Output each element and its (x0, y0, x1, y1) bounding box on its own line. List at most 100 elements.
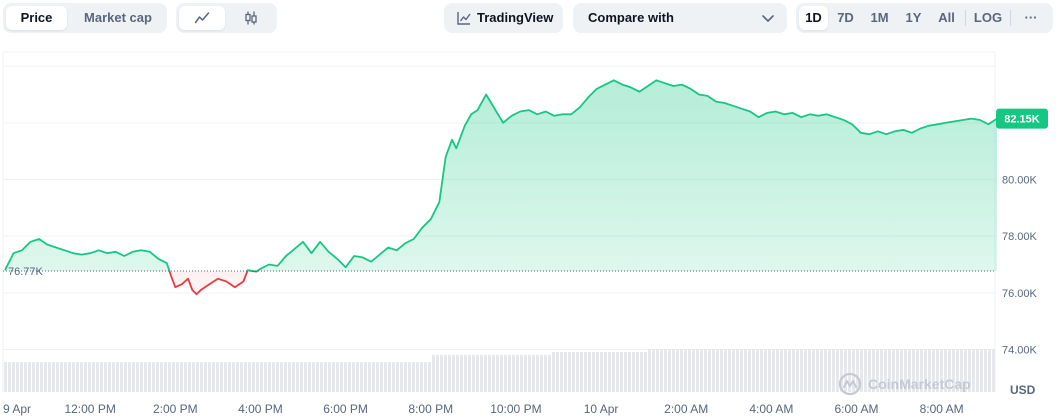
volume-bar (764, 349, 767, 392)
volume-bar (472, 355, 475, 392)
volume-bar (580, 352, 583, 392)
volume-bar (276, 362, 279, 392)
volume-bar (828, 349, 831, 392)
y-tick-label: 78.00K (1002, 231, 1038, 243)
volume-bar (696, 349, 699, 392)
range-1y[interactable]: 1Y (905, 10, 922, 25)
volume-bar (520, 355, 523, 392)
volume-bar (380, 362, 383, 392)
tab-market-cap[interactable]: Market cap (84, 10, 152, 25)
volume-bar (668, 349, 671, 392)
compare-with-dropdown[interactable]: Compare with (573, 3, 787, 33)
volume-bar (336, 362, 339, 392)
range-all[interactable]: All (938, 10, 955, 25)
price-chart-area: 76.77K 74.00K 76.00K 78.00K 80.00K USD 9 Apr… (0, 40, 1056, 417)
volume-bar (832, 349, 835, 392)
volume-bar (296, 362, 299, 392)
volume-bar (452, 355, 455, 392)
volume-bar (904, 349, 907, 392)
tab-price[interactable]: Price (6, 6, 67, 30)
volume-bar (536, 355, 539, 392)
open-price-baseline: 76.77K (3, 266, 995, 278)
x-tick-label: 2:00 AM (664, 402, 708, 416)
volume-bar (676, 349, 679, 392)
range-1m[interactable]: 1M (870, 10, 889, 25)
range-divider (965, 10, 966, 26)
volume-bar (948, 349, 951, 392)
volume-bars (4, 349, 995, 392)
volume-bar (100, 362, 103, 392)
volume-bar (516, 355, 519, 392)
volume-bar (96, 362, 99, 392)
volume-bar (476, 355, 479, 392)
volume-bar (268, 362, 271, 392)
volume-bar (116, 362, 119, 392)
volume-bar (288, 362, 291, 392)
volume-bar (184, 362, 187, 392)
range-1d[interactable]: 1D (799, 6, 828, 30)
volume-bar (364, 362, 367, 392)
x-tick-label: 9 Apr (3, 402, 31, 416)
volume-bar (688, 349, 691, 392)
volume-bar (416, 362, 419, 392)
volume-bar (956, 349, 959, 392)
more-options-button[interactable]: ··· (1024, 10, 1038, 25)
volume-bar (88, 362, 91, 392)
volume-bar (400, 362, 403, 392)
volume-bar (132, 362, 135, 392)
volume-bar (440, 355, 443, 392)
volume-bar (256, 362, 259, 392)
volume-bar (896, 349, 899, 392)
x-axis-labels: 9 Apr 12:00 PM 2:00 PM 4:00 PM 6:00 PM 8:00 P… (3, 402, 964, 416)
volume-bar (512, 355, 515, 392)
volume-bar (856, 349, 859, 392)
line-chart-button[interactable] (179, 6, 225, 30)
volume-bar (776, 349, 779, 392)
volume-bar (556, 352, 559, 392)
volume-bar (576, 352, 579, 392)
volume-bar (68, 362, 71, 392)
current-price-badge: 82.15K (996, 108, 1048, 129)
volume-bar (148, 362, 151, 392)
volume-bar (48, 362, 51, 392)
volume-bar (192, 362, 195, 392)
volume-bar (812, 349, 815, 392)
volume-bar (372, 362, 375, 392)
volume-bar (644, 352, 647, 392)
range-7d[interactable]: 7D (837, 10, 854, 25)
volume-bar (232, 362, 235, 392)
volume-bar (732, 349, 735, 392)
price-area (4, 79, 998, 296)
volume-bar (404, 362, 407, 392)
volume-bar (752, 349, 755, 392)
chevron-down-icon (762, 15, 774, 22)
volume-bar (360, 362, 363, 392)
volume-bar (736, 349, 739, 392)
volume-bar (900, 349, 903, 392)
volume-bar (468, 355, 471, 392)
coinmarketcap-logo-icon (838, 372, 862, 396)
range-log[interactable]: LOG (973, 10, 1003, 25)
volume-bar (700, 349, 703, 392)
time-range-selector: 1D 7D 1M 1Y All LOG ··· (796, 3, 1053, 33)
volume-bar (332, 362, 335, 392)
volume-bar (672, 349, 675, 392)
volume-bar (324, 362, 327, 392)
volume-bar (484, 355, 487, 392)
volume-bar (164, 362, 167, 392)
volume-bar (912, 349, 915, 392)
volume-bar (708, 349, 711, 392)
tradingview-button[interactable]: TradingView (444, 3, 563, 33)
volume-bar (156, 362, 159, 392)
volume-bar (612, 352, 615, 392)
volume-bar (376, 362, 379, 392)
candlestick-chart-button[interactable] (228, 6, 274, 30)
volume-bar (872, 349, 875, 392)
volume-bar (128, 362, 131, 392)
volume-bar (844, 349, 847, 392)
compare-with-label: Compare with (588, 10, 674, 25)
volume-bar (840, 349, 843, 392)
price-chart[interactable]: 76.77K 74.00K 76.00K 78.00K 80.00K USD 9 Apr… (0, 40, 1056, 417)
y-tick-label: 74.00K (1002, 345, 1038, 357)
volume-bar (188, 362, 191, 392)
